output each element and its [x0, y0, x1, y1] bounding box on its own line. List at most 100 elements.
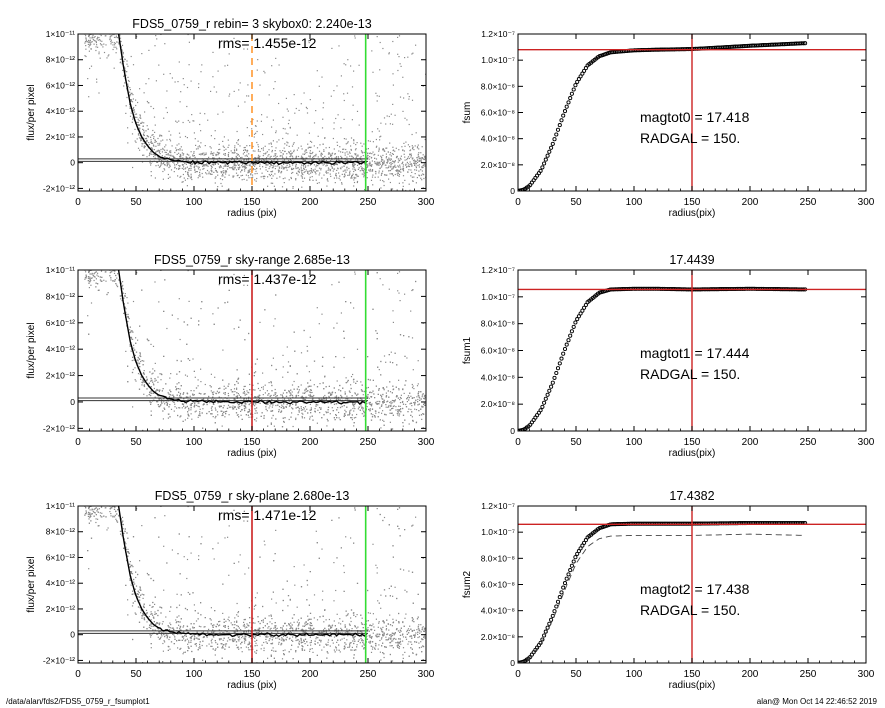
- pixel-point: [409, 153, 411, 155]
- pixel-point: [222, 145, 224, 147]
- pixel-point: [142, 140, 144, 142]
- pixel-point: [301, 148, 303, 150]
- pixel-point: [416, 396, 418, 398]
- pixel-point: [159, 150, 161, 152]
- pixel-point: [96, 12, 97, 13]
- pixel-point: [146, 388, 148, 390]
- pixel-point: [376, 161, 378, 163]
- pixel-point: [104, 13, 105, 14]
- pixel-point: [114, 42, 116, 44]
- pixel-point: [321, 162, 323, 165]
- pixel-point: [126, 251, 127, 252]
- pixel-point: [345, 382, 347, 384]
- pixel-point: [268, 154, 270, 156]
- pixel-point: [245, 159, 247, 161]
- pixel-point: [132, 356, 134, 358]
- pixel-point: [321, 417, 323, 419]
- pixel-point: [355, 148, 357, 150]
- pixel-point: [154, 177, 156, 179]
- pixel-point: [282, 157, 284, 159]
- pixel-point: [92, 28, 93, 29]
- pixel-point: [336, 177, 338, 179]
- pixel-point: [244, 170, 246, 172]
- pixel-point: [333, 228, 334, 229]
- pixel-point: [94, 246, 95, 247]
- pixel-point: [237, 143, 239, 145]
- pixel-point: [210, 407, 212, 409]
- pixel-point: [148, 78, 150, 80]
- pixel-point: [149, 401, 151, 403]
- pixel-point: [402, 403, 405, 405]
- pixel-point: [375, 163, 377, 165]
- pixel-point: [250, 412, 252, 414]
- pixel-point: [163, 355, 165, 357]
- pixel-point: [413, 402, 415, 404]
- pixel-point: [274, 153, 276, 155]
- pixel-point: [393, 401, 395, 403]
- pixel-point: [391, 168, 393, 170]
- pixel-point: [387, 390, 389, 392]
- pixel-point: [338, 411, 340, 414]
- pixel-point: [139, 127, 141, 129]
- pixel-point: [102, 257, 103, 258]
- pixel-point: [397, 161, 399, 163]
- pixel-point: [132, 406, 134, 408]
- pixel-point: [374, 477, 375, 478]
- pixel-point: [91, 178, 92, 179]
- pixel-point: [165, 151, 167, 154]
- fsum-point: [557, 123, 562, 128]
- pixel-point: [262, 386, 264, 388]
- pixel-point: [280, 410, 283, 412]
- pixel-point: [406, 161, 408, 163]
- pixel-point: [131, 110, 133, 112]
- pixel-point: [323, 159, 325, 161]
- pixel-point: [183, 153, 185, 155]
- x-tick-label: 150: [684, 197, 701, 208]
- pixel-point: [176, 168, 178, 170]
- pixel-point: [180, 157, 182, 159]
- pixel-point: [303, 392, 306, 394]
- pixel-point: [136, 239, 137, 240]
- pixel-point: [412, 146, 414, 148]
- pixel-point: [260, 176, 262, 178]
- pixel-point: [366, 387, 368, 389]
- pixel-point: [361, 406, 363, 408]
- pixel-point: [234, 145, 236, 147]
- pixel-point: [163, 401, 165, 403]
- pixel-point: [379, 41, 381, 44]
- pixel-point: [222, 170, 224, 172]
- pixel-point: [113, 272, 116, 274]
- pixel-point: [336, 322, 338, 324]
- pixel-point: [227, 395, 230, 397]
- pixel-point: [186, 137, 188, 139]
- pixel-point: [253, 159, 255, 161]
- pixel-point: [222, 173, 224, 175]
- pixel-point: [89, 25, 90, 26]
- pixel-point: [377, 128, 379, 130]
- pixel-point: [294, 350, 296, 352]
- pixel-point: [288, 152, 290, 154]
- pixel-point: [173, 156, 175, 158]
- pixel-point: [132, 116, 134, 118]
- pixel-point: [124, 69, 126, 71]
- pixel-point: [399, 209, 400, 210]
- pixel-point: [254, 157, 256, 159]
- pixel-point: [315, 179, 317, 181]
- pixel-point: [271, 146, 273, 148]
- pixel-point: [130, 331, 132, 333]
- pixel-point: [169, 73, 171, 75]
- pixel-point: [100, 233, 101, 234]
- pixel-point: [101, 27, 102, 28]
- pixel-point: [311, 160, 313, 162]
- pixel-point: [381, 173, 383, 175]
- pixel-point: [372, 414, 374, 416]
- pixel-point: [188, 154, 190, 156]
- pixel-point: [100, 162, 101, 163]
- pixel-point: [311, 159, 313, 161]
- pixel-point: [322, 382, 324, 384]
- pixel-point: [342, 387, 344, 389]
- pixel-point: [274, 150, 276, 152]
- pixel-point: [141, 161, 144, 163]
- y-axis-label: flux/per pixel: [26, 84, 37, 140]
- pixel-point: [98, 10, 99, 11]
